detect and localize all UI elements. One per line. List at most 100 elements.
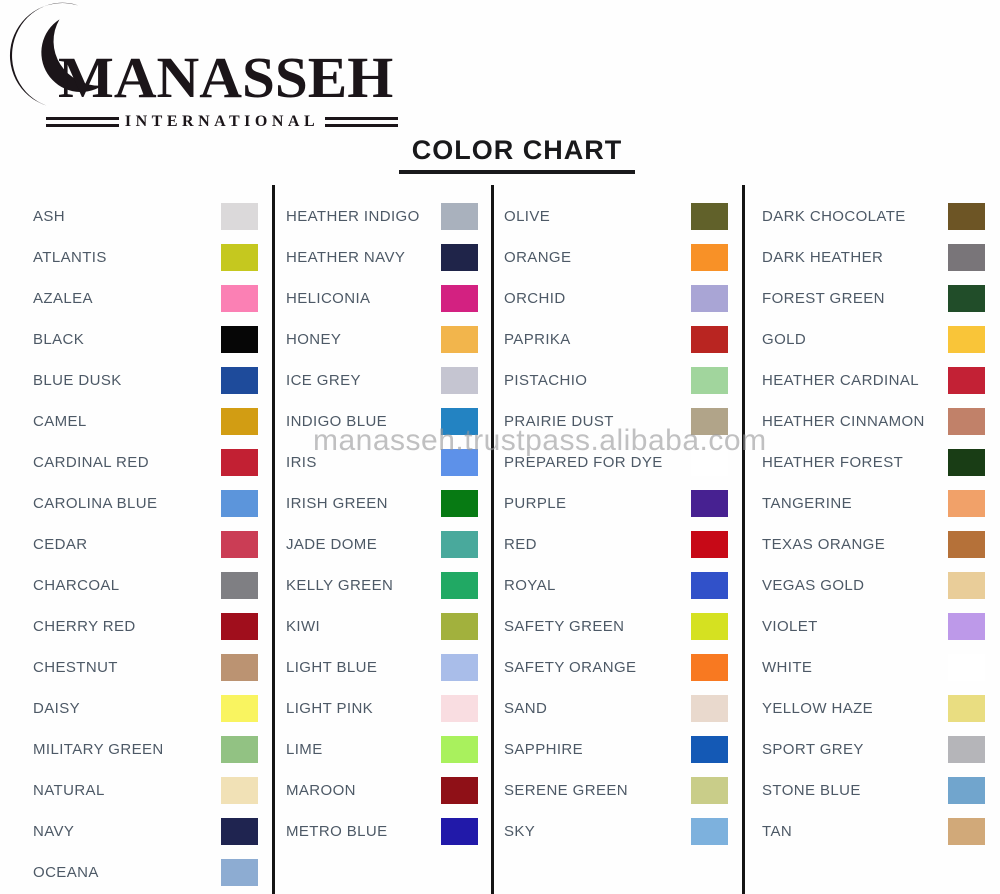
color-row: HEATHER CINNAMON <box>762 401 985 442</box>
color-swatch <box>441 367 478 394</box>
page-title: COLOR CHART <box>399 135 635 174</box>
color-swatch <box>221 244 258 271</box>
color-row: PAPRIKA <box>504 319 728 360</box>
color-row: YELLOW HAZE <box>762 688 985 729</box>
color-swatch <box>441 777 478 804</box>
color-swatch <box>948 818 985 845</box>
manasseh-logo-swoosh-icon <box>9 2 103 106</box>
color-name: INDIGO BLUE <box>286 413 388 430</box>
color-swatch <box>691 490 728 517</box>
logo-double-line-left <box>46 117 119 127</box>
color-name: PAPRIKA <box>504 331 571 348</box>
color-name: HELICONIA <box>286 290 371 307</box>
color-swatch <box>441 572 478 599</box>
color-row: CHESTNUT <box>33 647 258 688</box>
color-row: DARK HEATHER <box>762 237 985 278</box>
color-swatch <box>221 326 258 353</box>
color-name: IRIS <box>286 454 317 471</box>
color-name: NAVY <box>33 823 75 840</box>
color-swatch <box>948 367 985 394</box>
color-row: MILITARY GREEN <box>33 729 258 770</box>
color-name: MAROON <box>286 782 356 799</box>
color-row: PREPARED FOR DYE <box>504 442 728 483</box>
color-name: PISTACHIO <box>504 372 588 389</box>
color-name: KIWI <box>286 618 321 635</box>
color-name: BLUE DUSK <box>33 372 122 389</box>
color-swatch <box>948 613 985 640</box>
color-name: SKY <box>504 823 536 840</box>
color-name: ORCHID <box>504 290 566 307</box>
color-swatch <box>441 818 478 845</box>
color-column: HEATHER INDIGO HEATHER NAVY HELICONIA HONEY… <box>286 196 478 852</box>
logo-double-line-right <box>325 117 399 127</box>
color-swatch <box>441 531 478 558</box>
color-swatch <box>691 367 728 394</box>
logo-subtitle-row: INTERNATIONAL <box>46 113 399 131</box>
color-name: SAND <box>504 700 548 717</box>
color-row: TANGERINE <box>762 483 985 524</box>
column-divider <box>491 185 494 894</box>
color-swatch <box>221 736 258 763</box>
color-row: LIGHT PINK <box>286 688 478 729</box>
color-row: ATLANTIS <box>33 237 258 278</box>
color-swatch <box>441 695 478 722</box>
color-swatch <box>441 736 478 763</box>
color-name: OLIVE <box>504 208 551 225</box>
color-swatch <box>691 695 728 722</box>
color-row: CAMEL <box>33 401 258 442</box>
color-swatch <box>221 777 258 804</box>
color-name: CAMEL <box>33 413 87 430</box>
color-row: HEATHER CARDINAL <box>762 360 985 401</box>
color-row: NATURAL <box>33 770 258 811</box>
color-name: NATURAL <box>33 782 105 799</box>
color-name: MILITARY GREEN <box>33 741 164 758</box>
color-swatch <box>691 285 728 312</box>
color-name: IRISH GREEN <box>286 495 388 512</box>
color-swatch <box>691 408 728 435</box>
color-swatch <box>691 572 728 599</box>
color-name: ROYAL <box>504 577 556 594</box>
color-swatch <box>441 285 478 312</box>
color-swatch <box>691 654 728 681</box>
color-name: OCEANA <box>33 864 99 881</box>
color-row: HEATHER INDIGO <box>286 196 478 237</box>
color-swatch <box>948 736 985 763</box>
color-row: GOLD <box>762 319 985 360</box>
color-swatch <box>948 572 985 599</box>
color-swatch <box>441 449 478 476</box>
color-row: DARK CHOCOLATE <box>762 196 985 237</box>
color-row: JADE DOME <box>286 524 478 565</box>
color-name: ORANGE <box>504 249 572 266</box>
color-row: BLACK <box>33 319 258 360</box>
color-swatch <box>441 244 478 271</box>
color-name: SAPPHIRE <box>504 741 584 758</box>
color-name: TEXAS ORANGE <box>762 536 886 553</box>
color-swatch <box>221 449 258 476</box>
color-name: KELLY GREEN <box>286 577 394 594</box>
color-swatch <box>691 736 728 763</box>
color-name: DARK HEATHER <box>762 249 884 266</box>
color-swatch <box>691 326 728 353</box>
color-name: HEATHER FOREST <box>762 454 904 471</box>
color-swatch <box>221 818 258 845</box>
color-name: VEGAS GOLD <box>762 577 865 594</box>
color-name: METRO BLUE <box>286 823 388 840</box>
color-name: TAN <box>762 823 793 840</box>
color-swatch <box>441 613 478 640</box>
color-row: HONEY <box>286 319 478 360</box>
color-row: HELICONIA <box>286 278 478 319</box>
color-row: SAND <box>504 688 728 729</box>
logo-wordmark: MANASSEH <box>58 45 394 110</box>
color-row: SPORT GREY <box>762 729 985 770</box>
color-row: CAROLINA BLUE <box>33 483 258 524</box>
color-name: AZALEA <box>33 290 93 307</box>
color-name: WHITE <box>762 659 813 676</box>
color-swatch <box>221 572 258 599</box>
color-name: LIME <box>286 741 323 758</box>
color-swatch <box>221 490 258 517</box>
color-name: HEATHER CARDINAL <box>762 372 919 389</box>
color-swatch <box>221 859 258 886</box>
color-row: CHARCOAL <box>33 565 258 606</box>
color-name: CARDINAL RED <box>33 454 149 471</box>
color-name: PURPLE <box>504 495 567 512</box>
